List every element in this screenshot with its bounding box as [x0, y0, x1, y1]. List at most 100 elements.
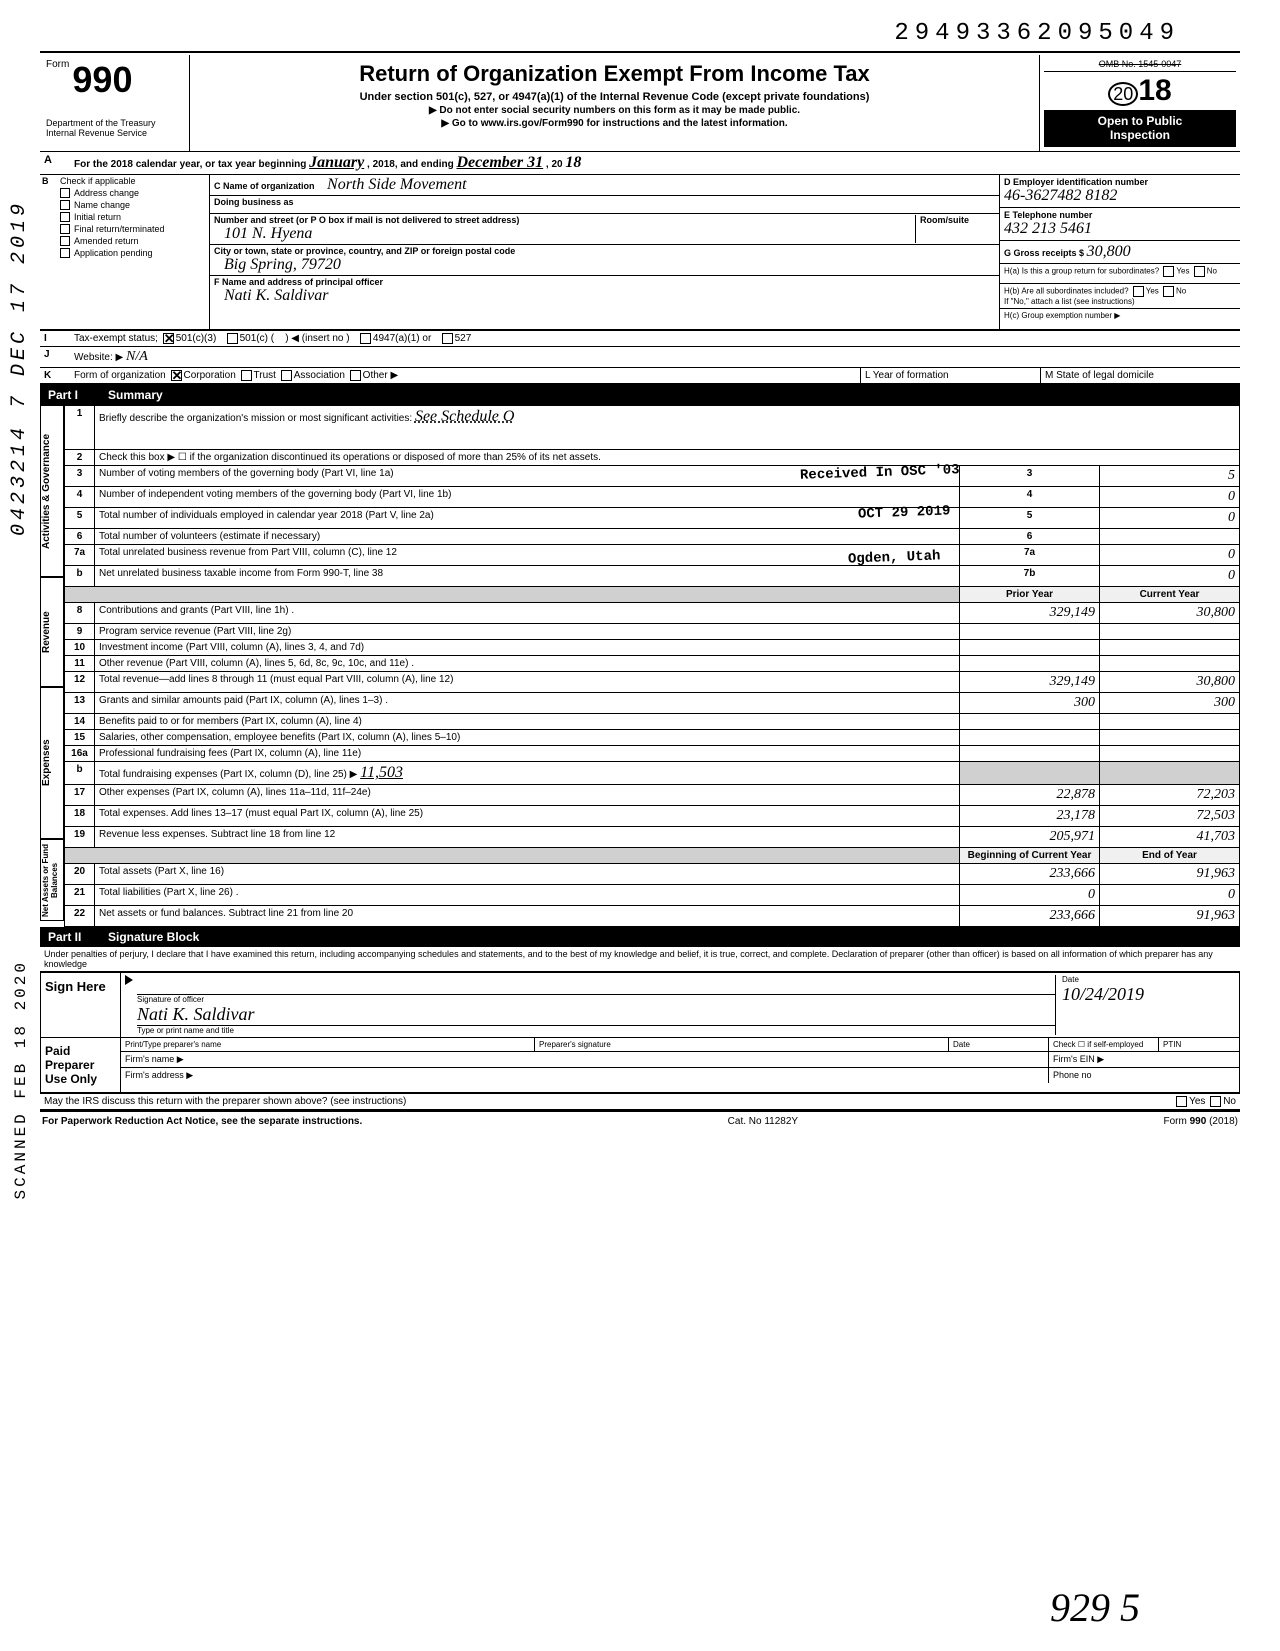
l7b-t: Net unrelated business taxable income fr…: [95, 566, 960, 587]
website: N/A: [126, 349, 148, 364]
chk-name-change[interactable]: Name change: [40, 199, 209, 211]
big-handwritten: 929 5: [1050, 1584, 1140, 1631]
l17-p: 22,878: [960, 785, 1100, 806]
l8-t: Contributions and grants (Part VIII, lin…: [95, 603, 960, 624]
chk-other[interactable]: [350, 370, 361, 381]
summary-table: 1 Briefly describe the organization's mi…: [64, 405, 1240, 927]
org-name: North Side Movement: [327, 176, 467, 193]
l8-c: 30,800: [1100, 603, 1240, 624]
signature-block: Sign Here Signature of officer Nati K. S…: [40, 972, 1240, 1094]
l16b-p: [960, 762, 1100, 785]
sign-here-lbl: Sign Here: [41, 973, 121, 1037]
side-exp: Expenses: [40, 687, 64, 839]
l14-t: Benefits paid to or for members (Part IX…: [95, 714, 960, 730]
l20-t: Total assets (Part X, line 16): [95, 864, 960, 885]
form-subtitle: Under section 501(c), 527, or 4947(a)(1)…: [198, 91, 1031, 103]
l9-p: [960, 624, 1100, 640]
chk-4947[interactable]: [360, 333, 371, 344]
chk-527[interactable]: [442, 333, 453, 344]
top-rule: [40, 51, 1240, 53]
discuss-text: May the IRS discuss this return with the…: [44, 1096, 1174, 1107]
chk-lbl-0: Address change: [74, 188, 139, 198]
l22-n: 22: [65, 906, 95, 927]
side-stamp-dec: 0423214 7 DEC 17 2019: [8, 200, 31, 536]
title-line1: ▶ Do not enter social security numbers o…: [198, 105, 1031, 116]
hb-no[interactable]: [1163, 286, 1174, 297]
tax-year: 2018: [1044, 74, 1236, 108]
l15-c: [1100, 730, 1240, 746]
part2-title: Signature Block: [108, 930, 199, 944]
row-a-begin: January: [309, 154, 364, 171]
l21-n: 21: [65, 885, 95, 906]
phone: 432 213 5461: [1004, 220, 1092, 237]
part1-num: Part I: [48, 388, 108, 402]
l6-n: 6: [65, 529, 95, 545]
d-gross-lbl: G Gross receipts $: [1004, 248, 1084, 258]
hb-lbl: H(b) Are all subordinates included?: [1004, 286, 1129, 295]
summary-block: Received In OSC '03 OCT 29 2019 Ogden, U…: [40, 405, 1240, 927]
name-lbl: Type or print name and title: [137, 1026, 1055, 1035]
l7a-box: 7a: [960, 545, 1100, 566]
l5-box: 5: [960, 508, 1100, 529]
chk-corp[interactable]: [171, 370, 182, 381]
chk-initial-return[interactable]: Initial return: [40, 211, 209, 223]
c-city-lbl: City or town, state or province, country…: [214, 246, 515, 256]
ha-no[interactable]: [1194, 266, 1205, 277]
officer-name: Nati K. Saldivar: [224, 287, 328, 304]
l17-t: Other expenses (Part IX, column (A), lin…: [95, 785, 960, 806]
form-word: Form: [46, 59, 69, 70]
l19-t: Revenue less expenses. Subtract line 18 …: [95, 827, 960, 848]
l10-n: 10: [65, 640, 95, 656]
l4-n: 4: [65, 487, 95, 508]
d-ein-lbl: D Employer identification number: [1004, 177, 1148, 187]
row-i-lbl: I: [40, 331, 70, 346]
opt-501c3: 501(c)(3): [176, 333, 217, 344]
l5-v: 0: [1100, 508, 1240, 529]
hdr-curr: Current Year: [1100, 587, 1240, 603]
chk-lbl-1: Name change: [74, 200, 130, 210]
l18-c: 72,503: [1100, 806, 1240, 827]
l3-n: 3: [65, 466, 95, 487]
chk-501c[interactable]: [227, 333, 238, 344]
side-gov: Activities & Governance: [40, 405, 64, 577]
l7a-v: 0: [1100, 545, 1240, 566]
discuss-no[interactable]: [1210, 1096, 1221, 1107]
row-a-end: December 31: [457, 154, 544, 171]
l11-c: [1100, 656, 1240, 672]
l7b-v: 0: [1100, 566, 1240, 587]
chk-trust[interactable]: [241, 370, 252, 381]
row-a-pre: For the 2018 calendar year, or tax year …: [74, 159, 306, 170]
title-box: Return of Organization Exempt From Incom…: [190, 55, 1040, 151]
chk-final-return[interactable]: Final return/terminated: [40, 223, 209, 235]
year-value: 18: [1138, 74, 1171, 107]
opt-501cb: ) ◀ (insert no ): [285, 333, 349, 344]
l22-c: 91,963: [1100, 906, 1240, 927]
ptin-lbl: PTIN: [1159, 1038, 1239, 1051]
l6-v: [1100, 529, 1240, 545]
row-i: I Tax-exempt status; 501(c)(3) 501(c) ( …: [40, 331, 1240, 347]
hb-yes[interactable]: [1133, 286, 1144, 297]
l17-c: 72,203: [1100, 785, 1240, 806]
l8-p: 329,149: [960, 603, 1100, 624]
l21-c: 0: [1100, 885, 1240, 906]
chk-501c3[interactable]: [163, 333, 174, 344]
l9-t: Program service revenue (Part VIII, line…: [95, 624, 960, 640]
ein: 46-3627482 8182: [1004, 187, 1117, 204]
l16b-t: Total fundraising expenses (Part IX, col…: [99, 769, 357, 780]
chk-amended[interactable]: Amended return: [40, 235, 209, 247]
row-a-mid: , 2018, and ending: [367, 159, 454, 170]
row-k-l: L Year of formation: [860, 368, 1040, 383]
chk-address-change[interactable]: Address change: [40, 187, 209, 199]
l11-p: [960, 656, 1100, 672]
chk-app-pending[interactable]: Application pending: [40, 247, 209, 259]
chk-assoc[interactable]: [281, 370, 292, 381]
col-c: C Name of organization North Side Moveme…: [210, 175, 1000, 329]
l16b-c: [1100, 762, 1240, 785]
opt-501c: 501(c) (: [240, 333, 274, 344]
arrow-icon: [125, 975, 133, 985]
l3-v: 5: [1100, 466, 1240, 487]
discuss-yes[interactable]: [1176, 1096, 1187, 1107]
l20-p: 233,666: [960, 864, 1100, 885]
title-line2: ▶ Go to www.irs.gov/Form990 for instruct…: [198, 118, 1031, 129]
ha-yes[interactable]: [1163, 266, 1174, 277]
